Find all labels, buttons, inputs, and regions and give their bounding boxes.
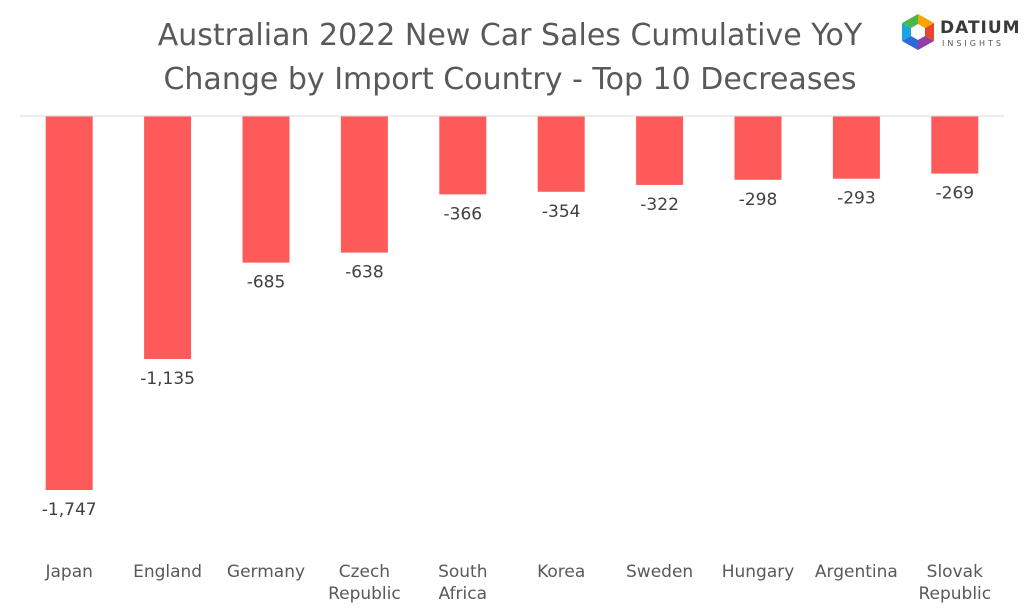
chart-title-line-1: Australian 2022 New Car Sales Cumulative…: [157, 18, 863, 53]
value-label-0: -1,747: [42, 500, 97, 520]
value-label-3: -638: [345, 263, 384, 283]
value-label-6: -322: [640, 195, 679, 215]
category-label-6: Sweden: [626, 562, 693, 582]
category-label-3: Czech Republic: [328, 562, 401, 604]
value-label-2: -685: [247, 273, 286, 293]
category-label-line: Czech: [339, 562, 390, 582]
bar-8: [832, 116, 880, 179]
category-label-line: Germany: [227, 562, 305, 582]
datium-logo-mark-icon: [902, 14, 934, 50]
category-label-line: Sweden: [626, 562, 693, 582]
bar-4: [439, 116, 487, 195]
logo-sub-text: INSIGHTS: [942, 39, 1004, 48]
category-label-line: Republic: [918, 584, 991, 604]
chart-title: Australian 2022 New Car Sales Cumulative…: [130, 14, 890, 102]
bar-3: [340, 116, 388, 253]
bar-5: [537, 116, 585, 192]
bar-9: [931, 116, 979, 174]
bar-2: [242, 116, 290, 263]
value-label-4: -366: [444, 204, 483, 224]
bar-1: [144, 116, 192, 359]
category-label-2: Germany: [227, 562, 305, 582]
category-label-line: Africa: [439, 584, 488, 604]
category-label-line: Korea: [537, 562, 585, 582]
category-label-7: Hungary: [722, 562, 795, 582]
bar-0: [45, 116, 93, 490]
value-label-9: -269: [936, 184, 975, 204]
category-label-line: England: [133, 562, 202, 582]
category-label-4: South Africa: [438, 562, 487, 604]
category-label-line: Japan: [44, 562, 92, 582]
value-label-1: -1,135: [140, 369, 195, 389]
bar-6: [636, 116, 684, 185]
category-label-line: Republic: [328, 584, 401, 604]
category-label-8: Argentina: [815, 562, 898, 582]
value-label-5: -354: [542, 202, 581, 222]
category-label-1: England: [133, 562, 202, 582]
chart-title-line-2: Change by Import Country - Top 10 Decrea…: [163, 62, 857, 97]
value-label-7: -298: [739, 190, 778, 210]
category-label-line: Argentina: [815, 562, 898, 582]
bar-7: [734, 116, 782, 180]
category-label-line: Slovak: [927, 562, 983, 582]
category-label-0: Japan: [44, 562, 92, 582]
category-label-9: Slovak Republic: [918, 562, 991, 604]
value-labels-group: -1,747 -1,135 -685 -638 -366 -354 -322 -298 -293…: [42, 184, 974, 520]
bars-group: [45, 116, 979, 490]
category-label-line: South: [438, 562, 487, 582]
value-label-8: -293: [837, 189, 876, 209]
datium-insights-logo: DATIUM INSIGHTS: [898, 12, 1021, 52]
category-label-5: Korea: [537, 562, 585, 582]
category-label-line: Hungary: [722, 562, 795, 582]
logo-brand-text: DATIUM: [940, 18, 1021, 38]
